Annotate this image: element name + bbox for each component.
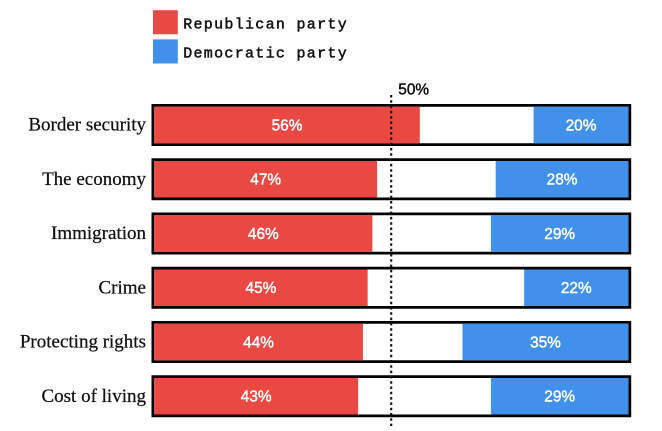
svg-text:35%: 35% <box>530 334 561 351</box>
svg-text:46%: 46% <box>248 226 279 243</box>
svg-text:28%: 28% <box>547 172 578 189</box>
svg-text:50%: 50% <box>398 82 429 99</box>
svg-text:47%: 47% <box>250 172 281 189</box>
svg-text:Republican party: Republican party <box>183 16 348 33</box>
svg-text:56%: 56% <box>272 117 303 134</box>
svg-text:29%: 29% <box>544 389 575 406</box>
svg-text:The economy: The economy <box>42 169 146 190</box>
svg-text:43%: 43% <box>241 389 272 406</box>
svg-text:44%: 44% <box>243 334 274 351</box>
svg-text:29%: 29% <box>544 226 575 243</box>
svg-text:Border security: Border security <box>28 115 146 136</box>
svg-text:Democratic party: Democratic party <box>183 46 348 63</box>
svg-text:Protecting rights: Protecting rights <box>20 332 146 353</box>
svg-text:Crime: Crime <box>99 277 147 298</box>
svg-text:Cost of living: Cost of living <box>41 386 146 407</box>
svg-text:22%: 22% <box>561 280 592 297</box>
svg-text:20%: 20% <box>566 117 597 134</box>
svg-text:Immigration: Immigration <box>51 223 146 244</box>
svg-text:45%: 45% <box>246 280 277 297</box>
